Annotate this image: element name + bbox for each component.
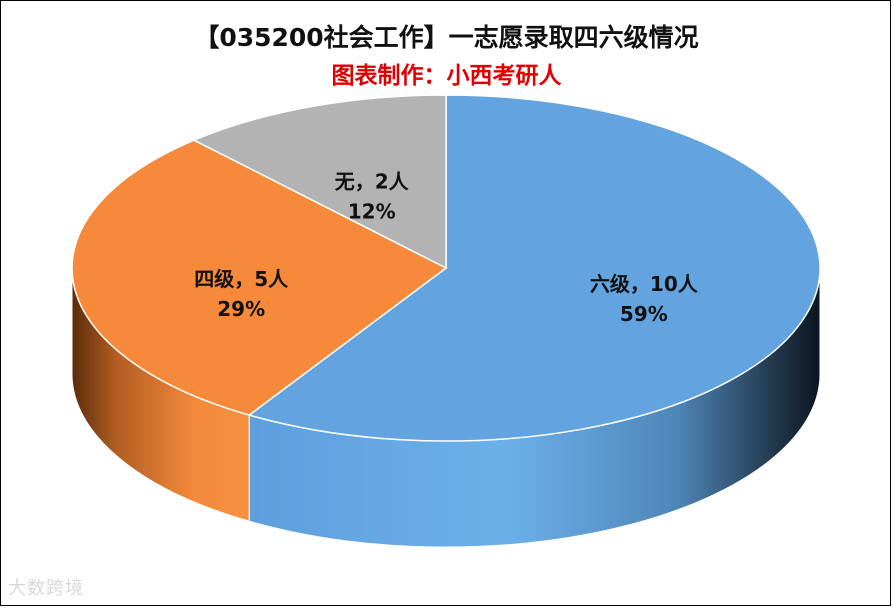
data-label-1-percent: 59% — [620, 302, 668, 326]
chart-title: 【035200社会工作】一志愿录取四六级情况 — [194, 23, 699, 52]
data-label-1-name: 六级，10人 — [590, 272, 699, 296]
chart-subtitle: 图表制作：小西考研人 — [331, 63, 562, 89]
data-label-3-percent: 12% — [348, 199, 396, 223]
data-label-2-name: 四级，5人 — [194, 267, 289, 291]
pie-slice-3 — [192, 94, 447, 270]
watermark: 大数跨境 — [8, 578, 84, 599]
data-label-2-percent: 29% — [217, 297, 265, 321]
pie-slice-2 — [71, 139, 448, 416]
pie-slice-1 — [247, 94, 821, 442]
data-label-3-name: 无，2人 — [335, 169, 410, 193]
